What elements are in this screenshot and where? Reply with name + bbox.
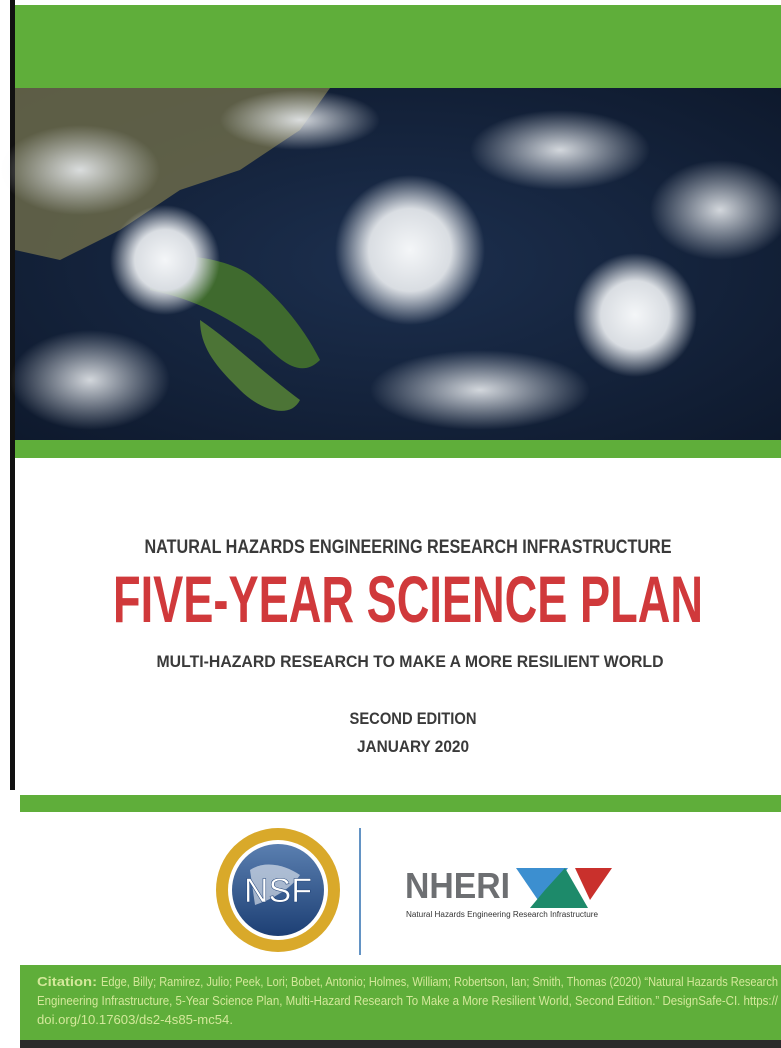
citation-line: Edge, Billy; Ramirez, Julio; Peek, Lori;… [101,975,778,989]
bottom-rule [20,1040,781,1048]
cover: NATURAL HAZARDS ENGINEERING RESEARCH INF… [0,0,781,1048]
nheri-text: NHERI [405,865,510,906]
subtitle: MULTI-HAZARD RESEARCH TO MAKE A MORE RES… [157,652,664,671]
image-underline [15,440,781,458]
nheri-tagline: Natural Hazards Engineering Research Inf… [406,910,599,919]
date: JANUARY 2020 [357,737,469,756]
citation-line: doi.org/10.17603/ds2-4s85-mc54. [37,1013,233,1027]
divider-band [20,795,781,812]
citation-line: Engineering Infrastructure, 5-Year Scien… [37,994,778,1008]
nsf-text: NSF [244,872,312,910]
nheri-logo: NHERI Natural Hazards Engineering Resear… [405,865,612,919]
edition: SECOND EDITION [350,709,477,728]
top-band [15,5,781,88]
citation-label: Citation: [37,975,97,989]
title: FIVE-YEAR SCIENCE PLAN [113,562,703,636]
satellite-image [0,88,781,440]
nsf-logo: NSF [216,828,340,952]
organization: NATURAL HAZARDS ENGINEERING RESEARCH INF… [145,537,672,558]
